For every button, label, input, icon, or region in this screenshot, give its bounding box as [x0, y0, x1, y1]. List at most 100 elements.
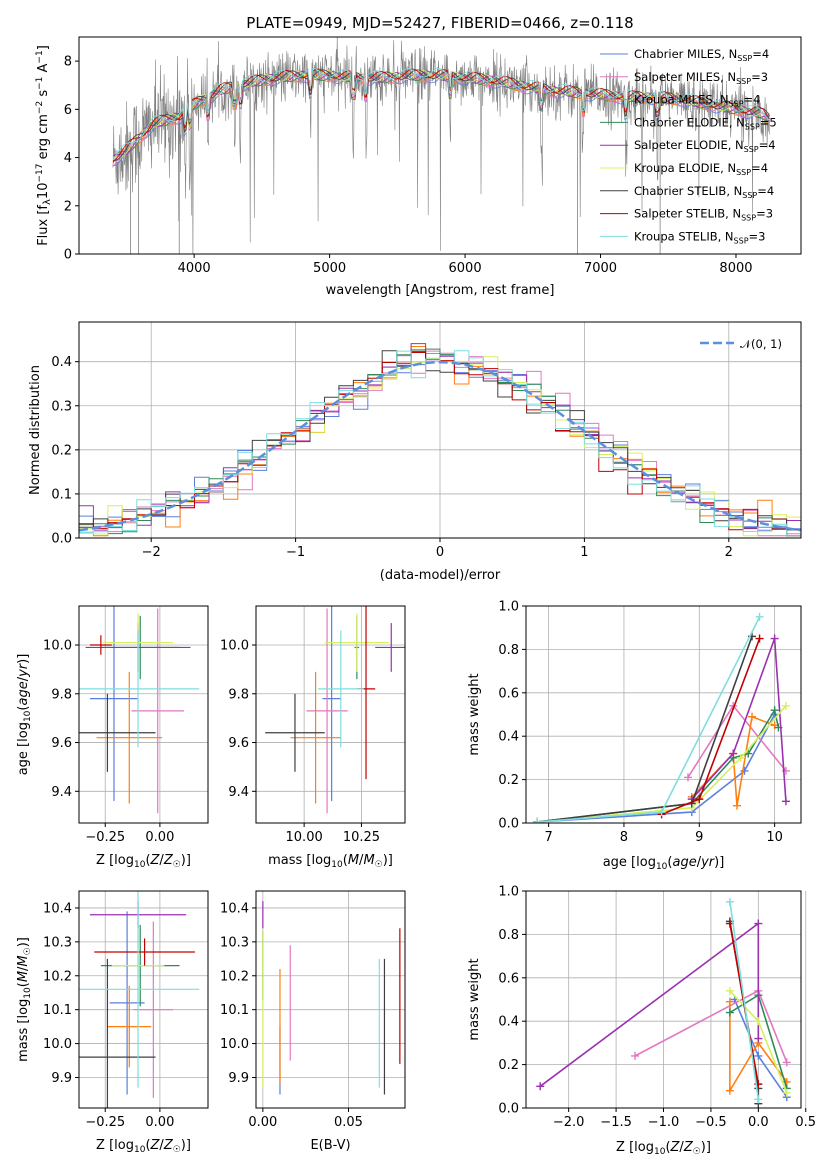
x-tick-label: −0.25 — [85, 1115, 125, 1130]
label-fragment: Z — [150, 853, 161, 868]
label-fragment: ( — [667, 855, 672, 870]
legend-entry: Salpeter STELIB, NSSP=3 — [634, 207, 773, 223]
x-tick-label: −0.25 — [85, 830, 125, 845]
x-tick-label: 7 — [544, 830, 552, 845]
label-fragment: 10 — [656, 862, 668, 872]
label-fragment: mass [log — [16, 999, 31, 1062]
label-fragment: )] — [383, 853, 393, 868]
y-tick-label: 9.8 — [51, 687, 72, 702]
data-point-marker — [748, 712, 757, 721]
y-tick-label: 0.0 — [498, 817, 519, 832]
spectrum-frame — [78, 36, 802, 255]
x-tick-label: 10.25 — [343, 830, 380, 845]
label-fragment: / — [16, 966, 31, 971]
series-line-chabrier-miles — [733, 999, 788, 1098]
label-fragment: Salpeter ELODIE, N — [634, 138, 744, 152]
label-fragment: s — [36, 90, 51, 101]
label-fragment: )] — [714, 855, 724, 870]
label-fragment: erg cm — [36, 114, 51, 163]
y-tick-label: 10.0 — [43, 639, 72, 654]
label-fragment: 10 — [331, 860, 343, 870]
x-tick-label: 5000 — [313, 261, 346, 276]
data-point-marker — [770, 706, 779, 715]
x-tick-label: 10.00 — [286, 830, 323, 845]
label-fragment: / — [159, 853, 164, 868]
label-fragment: / — [679, 1140, 684, 1155]
label-fragment: SSP — [729, 100, 744, 109]
label-fragment: ☉ — [375, 860, 383, 870]
label-fragment: 10 — [134, 1145, 146, 1155]
label-fragment: ( — [665, 1140, 670, 1155]
label-fragment: =5 — [760, 115, 777, 129]
label-fragment: Z — [670, 1140, 681, 1155]
data-point-marker — [755, 634, 764, 643]
y-tick-label: 10.3 — [43, 935, 72, 950]
label-fragment: Chabrier STELIB, N — [634, 184, 742, 198]
y-tick-label: 10.0 — [43, 1037, 72, 1052]
label-fragment: ☉ — [173, 1145, 181, 1155]
y-tick-label: 9.6 — [228, 736, 249, 751]
x-tick-label: 6000 — [449, 261, 482, 276]
legend-entry: Kroupa STELIB, NSSP=3 — [634, 229, 765, 245]
label-fragment: age [log — [603, 855, 656, 870]
legend-entry: Chabrier STELIB, NSSP=4 — [634, 184, 774, 200]
label-fragment: Z — [150, 1138, 161, 1153]
data-point-marker — [695, 795, 704, 804]
label-fragment: E(B-V) — [310, 1138, 350, 1153]
series-line-salpeter-elodie — [539, 921, 760, 1087]
series-line-kroupa-stelib — [729, 901, 760, 1100]
mass-weight-vs-Z-frame — [525, 890, 802, 1109]
spectrum-x-label: wavelength [Angstrom, rest frame] — [326, 283, 555, 298]
label-fragment: Chabrier ELODIE, N — [634, 115, 745, 129]
mass-weight-vs-Z-x-label: Z [log10(Z/Z☉)] — [616, 1140, 711, 1157]
series-line-kroupa-elodie — [537, 705, 787, 823]
mass-weight-vs-age-y-label: mass weight — [467, 673, 482, 755]
residuals-legend-entry: 𝒩(0, 1) — [740, 337, 782, 351]
data-point-marker — [736, 753, 745, 762]
label-fragment: M — [348, 853, 359, 868]
age-vs-Z-x-label: Z [log10(Z/Z☉)] — [96, 853, 191, 870]
label-fragment: =4 — [744, 93, 761, 107]
x-tick-label: −1.5 — [600, 1115, 632, 1130]
y-tick-label: 1.0 — [498, 885, 519, 900]
mass-weight-vs-Z-axes: −2.0 −1.5 −1.0 −0.5 0.0 0.5 0.0 0.2 0.4 0.6 0.8 1.0 — [498, 885, 816, 1131]
age-vs-Z-plot-area — [79, 606, 200, 814]
data-point-marker — [725, 986, 734, 995]
label-fragment: −2 — [35, 101, 45, 114]
label-fragment: −1 — [35, 77, 45, 90]
label-fragment: Flux [f — [36, 205, 51, 246]
label-fragment: =4 — [751, 161, 768, 175]
data-point-marker — [782, 1088, 791, 1097]
y-tick-label: 10.2 — [43, 969, 72, 984]
mass-vs-Z-frame — [78, 890, 209, 1109]
series-line-salpeter-elodie — [691, 638, 787, 802]
y-tick-label: 0.6 — [498, 686, 519, 701]
series-line-chabrier-miles — [537, 714, 776, 823]
legend-entry: Chabrier ELODIE, NSSP=5 — [634, 115, 777, 131]
label-fragment: yr — [700, 855, 716, 870]
histogram-kroupa-stelib — [79, 350, 801, 537]
data-point-marker — [533, 817, 542, 823]
data-point-marker — [725, 897, 734, 906]
mass-vs-EBV-frame — [255, 890, 406, 1109]
label-fragment: SSP — [736, 168, 751, 177]
data-point-marker — [781, 701, 790, 710]
x-tick-label: 4000 — [178, 261, 211, 276]
data-point-marker — [725, 1008, 734, 1017]
age-vs-Z-axes: −0.25 0.00 9.4 9.6 9.8 10.0 — [43, 606, 208, 845]
residuals-x-label: (data-model)/error — [380, 568, 501, 583]
label-fragment: ☉ — [23, 947, 33, 955]
label-fragment: yr — [16, 662, 31, 678]
mass-vs-Z-y-label: mass [log10(M/M☉)] — [16, 937, 33, 1062]
label-fragment: M — [16, 971, 31, 982]
y-tick-label: 0.1 — [51, 487, 72, 502]
y-tick-label: 0.3 — [51, 399, 72, 414]
residuals-y-label: Normed distribution — [28, 365, 43, 495]
x-tick-label: 0.05 — [334, 1115, 363, 1130]
label-fragment: =3 — [756, 207, 773, 221]
label-fragment: Z [log — [96, 853, 134, 868]
data-point-marker — [631, 1051, 640, 1060]
label-fragment: Kroupa STELIB, N — [634, 229, 734, 243]
